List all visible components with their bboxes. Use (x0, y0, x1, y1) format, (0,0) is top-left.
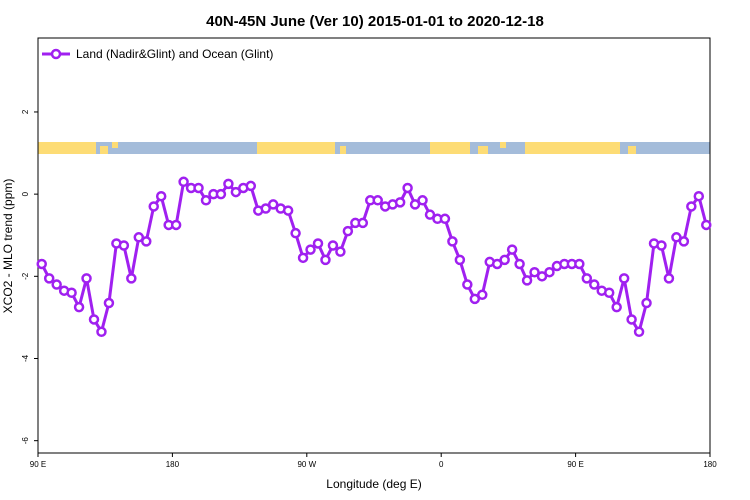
data-point (409, 199, 421, 210)
data-point (178, 176, 189, 188)
plot-frame (37, 37, 711, 454)
data-point (701, 219, 712, 231)
y-axis-label: XCO2 - MLO trend (ppm) (1, 179, 15, 314)
data-point (267, 199, 279, 210)
data-point (686, 201, 697, 212)
data-point (544, 266, 555, 278)
data-point (633, 326, 645, 338)
data-point (193, 182, 204, 194)
data-point (506, 244, 518, 255)
y-tick-label: -2 (21, 272, 30, 280)
data-point (312, 238, 324, 249)
data-point (521, 275, 533, 286)
data-point (357, 217, 369, 229)
data-point (96, 326, 107, 338)
data-point (230, 186, 242, 198)
data-point (626, 314, 637, 325)
data-point (155, 190, 167, 202)
data-point (215, 188, 227, 200)
data-point (514, 258, 525, 270)
data-point (424, 209, 436, 220)
data-point (223, 178, 234, 190)
data-point (372, 195, 383, 206)
data-line (40, 179, 708, 336)
data-point (693, 190, 705, 202)
data-point (51, 279, 62, 290)
data-point (200, 195, 212, 206)
data-point (327, 240, 339, 251)
data-point (126, 273, 137, 284)
data-point (678, 236, 690, 247)
data-point (656, 240, 667, 251)
data-point (81, 273, 92, 284)
x-tick-label: 90 E (567, 460, 583, 469)
data-point (581, 273, 593, 284)
data-point (499, 254, 510, 266)
data-point (402, 182, 413, 194)
x-axis-label: Longitude (deg E) (326, 477, 421, 491)
data-point (335, 246, 346, 257)
data-point (260, 203, 271, 214)
y-tick-label: 2 (21, 109, 30, 114)
y-tick-label: -6 (21, 437, 30, 445)
data-point (618, 273, 630, 284)
data-point (447, 236, 458, 247)
y-tick-label: 0 (21, 191, 30, 196)
data-point (663, 273, 675, 284)
data-point (641, 297, 652, 309)
data-point (66, 287, 77, 299)
data-point (477, 289, 488, 301)
x-tick-label: 90 W (297, 460, 316, 469)
data-point (170, 219, 182, 231)
data-point (439, 213, 451, 225)
data-point (454, 254, 466, 266)
data-point (88, 314, 100, 325)
x-tick-label: 0 (439, 460, 444, 469)
data-point (417, 195, 428, 206)
data-point (536, 271, 548, 282)
data-point (118, 240, 130, 251)
legend: Land (Nadir&Glint) and Ocean (Glint) (42, 47, 273, 61)
data-point (603, 287, 615, 299)
data-point (671, 232, 682, 243)
legend-marker (50, 48, 62, 60)
data-point (469, 293, 481, 305)
data-point (342, 225, 354, 237)
y-tick-label: -4 (21, 354, 30, 362)
x-tick-label: 90 E (30, 460, 46, 469)
chart-title: 40N-45N June (Ver 10) 2015-01-01 to 2020… (206, 13, 544, 30)
legend-label: Land (Nadir&Glint) and Ocean (Glint) (76, 47, 273, 61)
data-point (305, 244, 316, 255)
data-point (103, 297, 115, 309)
data-point (394, 197, 406, 208)
data-point (491, 258, 503, 270)
data-point (245, 180, 257, 192)
data-point (462, 279, 473, 290)
data-point (282, 205, 294, 216)
data-point (43, 273, 55, 284)
data-point (36, 258, 47, 270)
data-point (589, 279, 600, 290)
data-point (73, 301, 85, 313)
data-point (297, 252, 309, 264)
land-ocean-band (38, 142, 710, 154)
x-tick-label: 180 (166, 460, 180, 469)
data-point (148, 201, 159, 212)
data-point (133, 232, 145, 243)
data-point (320, 254, 331, 266)
data-point (141, 236, 152, 247)
x-tick-label: 180 (703, 460, 717, 469)
data-point (611, 301, 622, 313)
data-point (290, 227, 301, 239)
data-point (529, 266, 540, 278)
data-point (574, 258, 585, 270)
